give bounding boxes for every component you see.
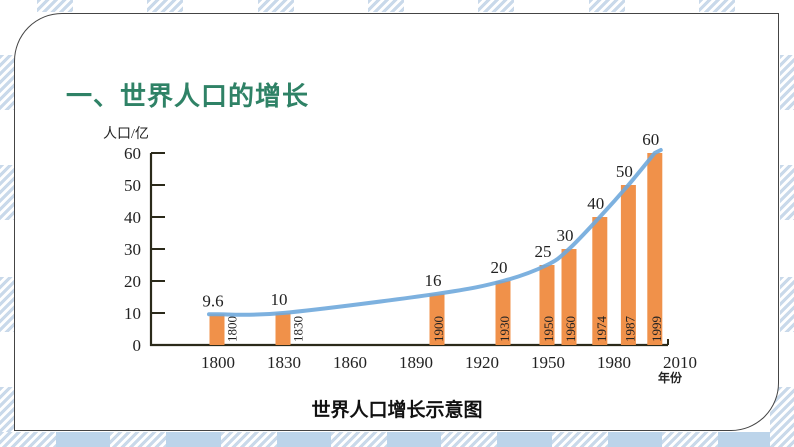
bar [539,265,555,345]
x-tick-label: 1890 [399,353,433,372]
background-hatch [589,0,625,12]
x-tick-label: 1860 [333,353,367,372]
y-tick-label: 40 [124,208,141,227]
bar [592,217,608,345]
bar-value-label: 50 [616,162,633,181]
y-tick-label: 10 [124,304,141,323]
background-hatch [0,432,56,447]
bar-year-label: 1800 [225,316,240,342]
slide-title: 一、世界人口的增长 [66,82,310,112]
background-hatch [0,55,14,110]
background-hatch [110,432,166,447]
bar-value-label: 25 [535,242,552,261]
value-labels: 9.6 10 16 20 25 30 40 50 60 [202,130,659,310]
background-hatch [478,0,514,12]
y-axis: 0 10 20 30 40 50 60 [124,144,165,355]
x-tick-label: 1950 [531,353,565,372]
background-hatch [662,432,718,447]
background-hatch [0,165,14,220]
chart-caption: 世界人口增长示意图 [311,399,483,421]
bar-value-label: 60 [642,130,659,149]
y-axis-label: 人口/亿 [103,126,149,142]
bar [620,185,636,345]
background-hatch [368,0,404,12]
x-tick-label: 1920 [465,353,499,372]
bar [561,249,577,345]
background-hatch [780,55,794,110]
x-tick-label: 1800 [201,353,235,372]
bar [429,293,445,345]
bar-year-label: 1830 [291,316,306,342]
bar-value-label: 30 [557,226,574,245]
bar [275,313,291,345]
bar-year-label: 1930 [497,316,512,342]
bar-series: 1800 1830 1900 1930 1950 1960 1974 1987 1999 [209,153,664,345]
bar [209,314,225,345]
bar-year-label: 1974 [594,316,609,343]
bar-value-label: 10 [271,290,288,309]
bar [495,281,511,345]
x-tick-label: 1980 [597,353,631,372]
background-hatch [780,165,794,220]
background-hatch [221,432,277,447]
background-hatch [780,277,794,332]
y-tick-label: 20 [124,272,141,291]
bar-value-label: 9.6 [202,291,223,310]
background-hatch [552,432,608,447]
x-axis-label: 年份 [658,370,683,385]
x-tick-label: 1830 [267,353,301,372]
bar-year-label: 1960 [563,316,578,342]
background-hatch [258,0,294,12]
background-hatch [441,432,497,447]
background-hatch [331,432,387,447]
background-hatch [699,0,735,12]
x-tick-label: 2010 [663,353,697,372]
y-tick-label: 60 [124,144,141,163]
y-tick-label: 0 [133,336,142,355]
bar-year-label: 1900 [431,316,446,342]
bar-value-label: 16 [425,271,442,290]
y-tick-label: 50 [124,176,141,195]
background-hatch [0,277,14,332]
bar-value-label: 20 [491,258,508,277]
bar-year-label: 1999 [649,316,664,342]
bar-value-label: 40 [587,194,604,213]
bar-year-label: 1950 [541,316,556,342]
x-axis: 1800 1830 1860 1890 1920 1950 1980 2010 [150,339,697,372]
growth-curve [207,148,663,317]
bar [647,153,663,345]
background-hatch [37,0,73,12]
background-hatch [147,0,183,12]
bar-year-label: 1987 [622,316,637,343]
y-tick-label: 30 [124,240,141,259]
